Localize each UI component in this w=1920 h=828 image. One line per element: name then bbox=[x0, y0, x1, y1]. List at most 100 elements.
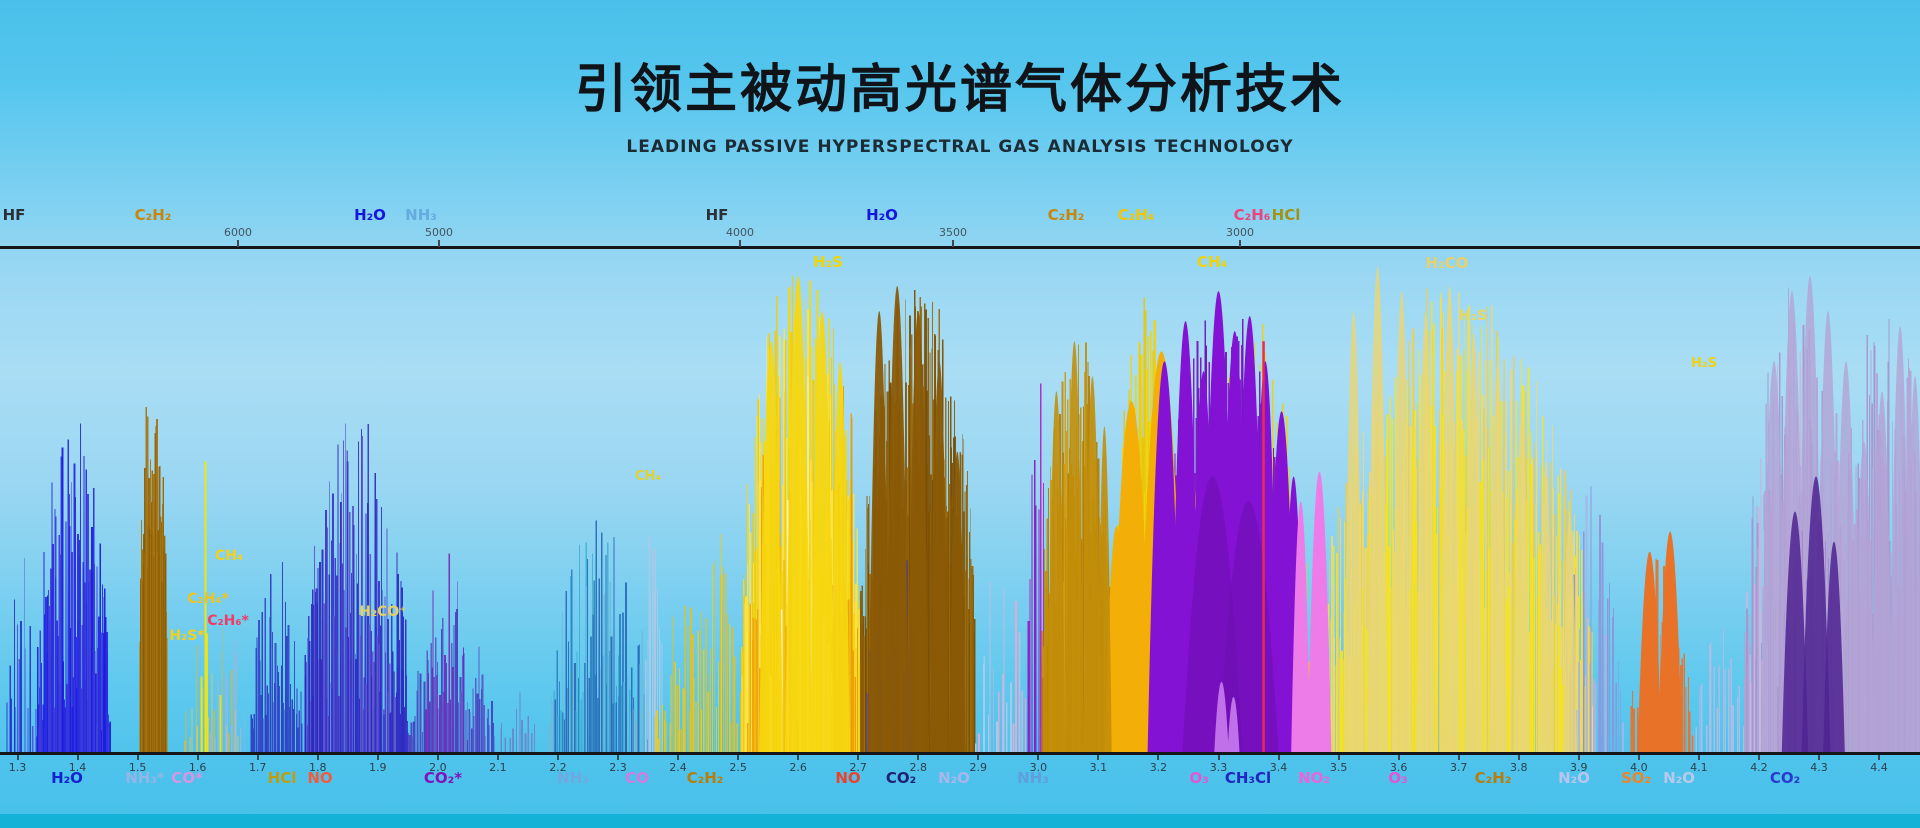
gas-label: NH₃ bbox=[1017, 769, 1049, 787]
gas-label: NO₂ bbox=[1298, 769, 1330, 787]
top-molecule-label: C₂H₄ bbox=[1117, 206, 1155, 224]
wavelength-tick-label: 1.9 bbox=[369, 761, 387, 774]
wavelength-tick-label: 1.5 bbox=[128, 761, 147, 774]
page-title: 引领主被动高光谱气体分析技术 bbox=[574, 60, 1345, 120]
wavelength-tick bbox=[1097, 755, 1100, 760]
wavelength-tick bbox=[1277, 755, 1280, 760]
wavenumber-tick-label: 3500 bbox=[939, 226, 967, 239]
wavelength-tick bbox=[857, 755, 860, 760]
wavelength-tick-label: 1.3 bbox=[8, 761, 27, 774]
wavelength-tick bbox=[316, 755, 319, 760]
top-molecule-label: C₂H₂ bbox=[134, 206, 172, 224]
wavelength-tick-label: 3.9 bbox=[1570, 761, 1588, 774]
wavelength-tick bbox=[677, 755, 680, 760]
wavelength-tick bbox=[1397, 755, 1400, 760]
wavelength-tick bbox=[1637, 755, 1640, 760]
wavelength-tick bbox=[376, 755, 379, 760]
gas-label: O₃ bbox=[1189, 769, 1209, 787]
wavelength-tick bbox=[977, 755, 980, 760]
gas-label: NO bbox=[307, 769, 333, 787]
wavenumber-tick bbox=[1239, 240, 1241, 247]
gas-label: N₂O bbox=[1663, 769, 1695, 787]
wavelength-tick bbox=[76, 755, 79, 760]
top-axis-line bbox=[0, 246, 1920, 249]
chart-band-label: C₂H₄* bbox=[187, 591, 229, 607]
bottom-axis-line bbox=[0, 752, 1920, 755]
wavelength-tick bbox=[556, 755, 559, 760]
gas-label: N₂O bbox=[938, 769, 970, 787]
gas-label: NH₃ bbox=[557, 769, 589, 787]
wavelength-tick bbox=[917, 755, 920, 760]
wavelength-tick-label: 4.1 bbox=[1690, 761, 1708, 774]
gas-label: CO₂* bbox=[423, 769, 463, 787]
wavelength-tick bbox=[1337, 755, 1340, 760]
wavelength-tick-label: 1.8 bbox=[309, 761, 327, 774]
wavelength-tick-label: 3.6 bbox=[1389, 761, 1408, 774]
gas-label: N₂O bbox=[1558, 769, 1590, 787]
top-molecule-label: H₂O bbox=[866, 206, 898, 224]
wavelength-tick-label: 4.3 bbox=[1810, 761, 1828, 774]
wavenumber-tick bbox=[438, 240, 440, 247]
gas-label: CO₂ bbox=[1769, 769, 1801, 787]
wavelength-tick-label: 2.2 bbox=[549, 761, 567, 774]
wavelength-tick bbox=[1757, 755, 1760, 760]
wavelength-tick-label: 2.6 bbox=[789, 761, 807, 774]
wavelength-tick bbox=[496, 755, 499, 760]
wavelength-tick bbox=[1577, 755, 1580, 760]
gas-label: C₂H₂ bbox=[686, 769, 724, 787]
chart-band-label: H₂S bbox=[1459, 308, 1487, 324]
wavelength-tick bbox=[256, 755, 259, 760]
wavelength-tick-label: 3.4 bbox=[1269, 761, 1288, 774]
top-molecule-label: NH₃ bbox=[405, 206, 437, 224]
wavelength-tick-label: 3.7 bbox=[1449, 761, 1468, 774]
wavelength-tick-label: 2.7 bbox=[849, 761, 867, 774]
chart-band-label: H₂CO⁺ bbox=[359, 604, 407, 620]
gas-label: CH₃Cl bbox=[1224, 769, 1272, 787]
wavelength-tick-label: 1.6 bbox=[188, 761, 207, 774]
wavelength-tick-label: 2.8 bbox=[909, 761, 928, 774]
wavenumber-tick-label: 6000 bbox=[224, 226, 252, 239]
wavelength-tick-label: 2.3 bbox=[609, 761, 627, 774]
gas-label: NH₃* bbox=[125, 769, 165, 787]
gas-label: SO₂ bbox=[1620, 769, 1652, 787]
wavenumber-tick bbox=[739, 240, 741, 247]
chart-band-label: CH₄ bbox=[634, 469, 662, 484]
gas-label: H₂O bbox=[51, 769, 83, 787]
wavelength-tick-label: 1.7 bbox=[248, 761, 267, 774]
wavelength-tick-label: 3.3 bbox=[1209, 761, 1228, 774]
wavelength-tick-label: 3.8 bbox=[1510, 761, 1528, 774]
chart-band-label: H₂S* bbox=[169, 628, 205, 644]
header: 引领主被动高光谱气体分析技术 LEADING PASSIVE HYPERSPEC… bbox=[0, 60, 1920, 158]
wavelength-tick bbox=[737, 755, 740, 760]
wavelength-tick bbox=[196, 755, 199, 760]
wavelength-tick-label: 3.0 bbox=[1029, 761, 1048, 774]
page-subtitle: LEADING PASSIVE HYPERSPECTRAL GAS ANALYS… bbox=[626, 137, 1294, 158]
wavelength-tick-label: 4.4 bbox=[1870, 761, 1888, 774]
top-molecule-label: HF bbox=[705, 206, 729, 224]
wavenumber-tick bbox=[237, 240, 239, 247]
wavelength-tick bbox=[1037, 755, 1040, 760]
gas-label: CO bbox=[625, 769, 649, 787]
wavelength-tick-label: 3.1 bbox=[1089, 761, 1108, 774]
wavelength-tick bbox=[1517, 755, 1520, 760]
chart-band-label: H₂S bbox=[1691, 356, 1717, 371]
gas-label: HCl bbox=[267, 769, 297, 787]
wavenumber-tick-label: 4000 bbox=[726, 226, 754, 239]
wavelength-tick-label: 3.5 bbox=[1329, 761, 1348, 774]
wavelength-tick bbox=[1697, 755, 1700, 760]
wavelength-tick bbox=[1818, 755, 1820, 760]
wavelength-tick bbox=[1217, 755, 1220, 760]
wavelength-tick bbox=[617, 755, 619, 760]
top-molecule-label: C₂H₆ bbox=[1233, 206, 1271, 224]
chart-band-label: CH₄ bbox=[214, 548, 244, 564]
wavelength-tick-label: 1.4 bbox=[68, 761, 87, 774]
wavelength-tick-label: 2.5 bbox=[729, 761, 747, 774]
wavelength-tick bbox=[797, 755, 800, 760]
chart-band-label: H₂S bbox=[813, 253, 843, 271]
wavelength-tick bbox=[1157, 755, 1160, 760]
chart-band-label: C₂H₆* bbox=[207, 613, 249, 629]
wavelength-tick-label: 2.1 bbox=[489, 761, 507, 774]
wavelength-tick-label: 2.9 bbox=[969, 761, 988, 774]
